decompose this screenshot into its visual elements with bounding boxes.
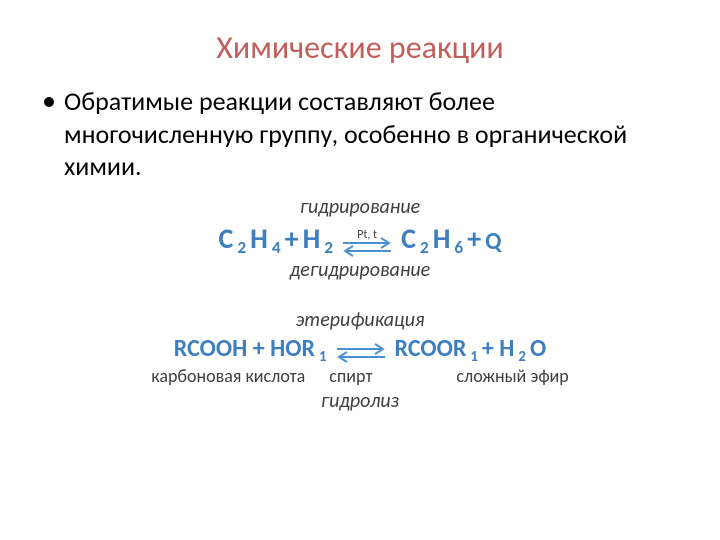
label-alcohol: спирт bbox=[329, 365, 372, 387]
label-ester: сложный эфир bbox=[456, 365, 568, 387]
formula-subscript: 2 bbox=[518, 347, 526, 365]
equilibrium-arrow-icon bbox=[333, 339, 389, 365]
bullet-dot-icon bbox=[44, 97, 54, 107]
equilibrium-arrow-icon: Pt, t bbox=[339, 232, 395, 258]
formula-text: RCOOR bbox=[395, 334, 467, 363]
formula-text: + bbox=[467, 221, 481, 256]
formula-subscript: 4 bbox=[272, 236, 281, 258]
reaction-1-bottom-term: дегидрирование bbox=[44, 258, 676, 282]
reaction-2-block: этерификация RCOOH + HOR1 RCOOR1 + H2O к… bbox=[44, 308, 676, 413]
formula-subscript: 1 bbox=[470, 347, 478, 365]
slide-title: Химические реакции bbox=[44, 28, 676, 67]
reaction-2-equation: RCOOH + HOR1 RCOOR1 + H2O bbox=[44, 334, 676, 363]
bullet-paragraph: Обратимые реакции составляют более много… bbox=[44, 85, 676, 183]
reaction-2-bottom-term: гидролиз bbox=[44, 389, 676, 413]
formula-text: Q bbox=[485, 227, 501, 256]
formula-text: RCOOH + HOR bbox=[174, 334, 315, 363]
spacer bbox=[44, 284, 676, 306]
reaction-1-block: гидрирование C2H4 +H2Pt, t C2H6 + Q деги… bbox=[44, 195, 676, 282]
bullet-text: Обратимые реакции составляют более много… bbox=[64, 85, 676, 183]
arrow-condition: Pt, t bbox=[339, 228, 395, 242]
formula-subscript: 6 bbox=[454, 236, 463, 258]
reaction-1-top-term: гидрирование bbox=[44, 195, 676, 219]
formula-subscript: 1 bbox=[319, 347, 327, 365]
formula-text: H bbox=[433, 221, 451, 256]
reaction-2-top-term: этерификация bbox=[44, 308, 676, 332]
reaction-2-labels: карбоновая кислота спирт сложный эфир bbox=[44, 365, 676, 387]
label-acid: карбоновая кислота bbox=[151, 365, 305, 387]
reaction-1-equation: C2H4 +H2Pt, t C2H6 + Q bbox=[44, 221, 676, 256]
formula-text: H bbox=[250, 221, 268, 256]
formula-text: + H bbox=[482, 334, 515, 363]
formula-subscript: 2 bbox=[237, 236, 246, 258]
formula-text: H bbox=[303, 221, 321, 256]
formula-text: C bbox=[219, 221, 234, 256]
formula-subscript: 2 bbox=[324, 236, 333, 258]
formula-subscript: 2 bbox=[420, 236, 429, 258]
slide: Химические реакции Обратимые реакции сос… bbox=[0, 0, 720, 540]
formula-text: C bbox=[401, 221, 416, 256]
formula-text: + bbox=[285, 221, 299, 256]
formula-text: O bbox=[530, 334, 546, 363]
